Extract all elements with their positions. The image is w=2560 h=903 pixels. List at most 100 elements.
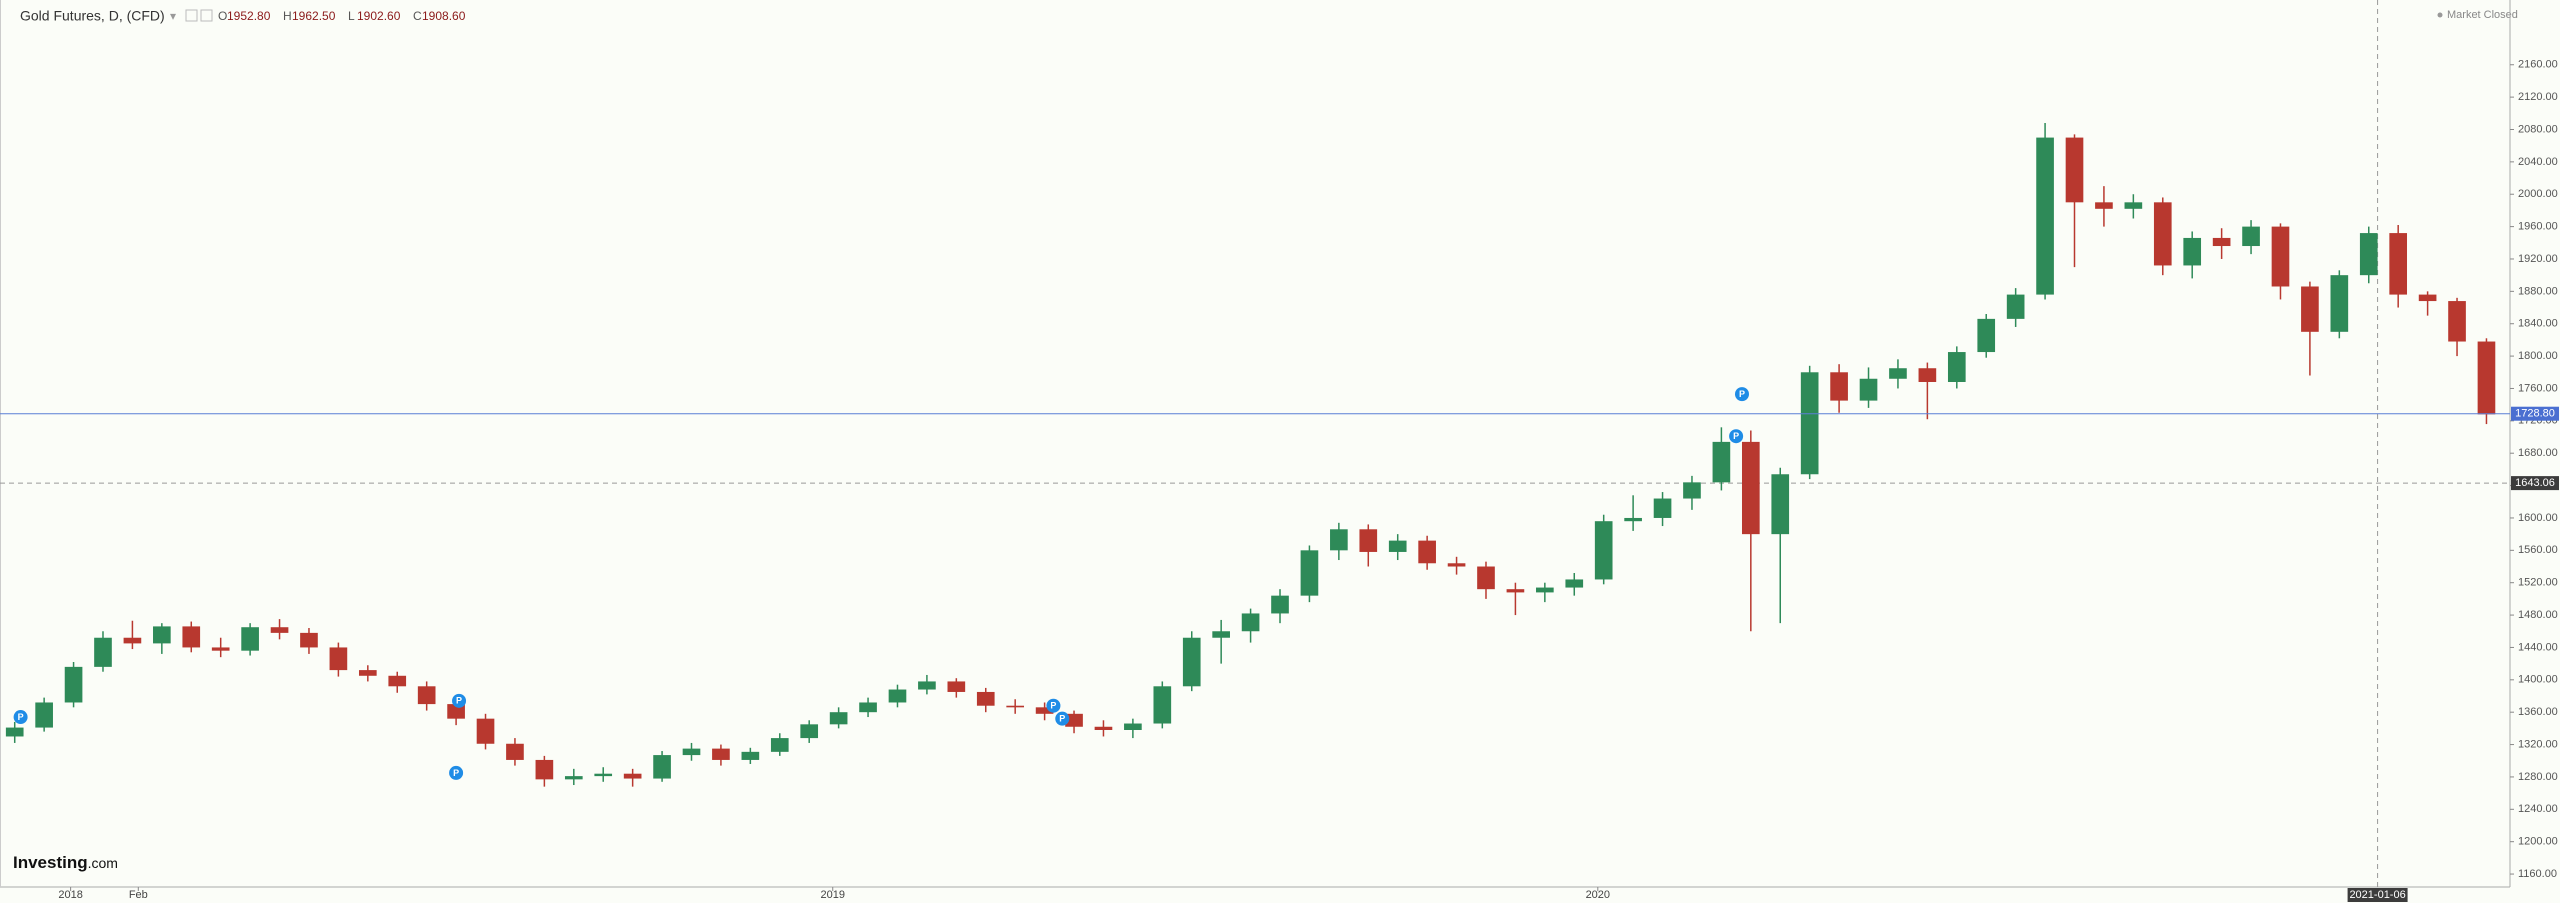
candle-body xyxy=(1683,482,1701,499)
candle-body xyxy=(388,675,407,687)
candle-body xyxy=(1065,713,1083,727)
ohlc-key: H xyxy=(283,9,292,23)
y-tick-label: 1440.00 xyxy=(2518,641,2558,653)
event-marker-label: P xyxy=(18,712,24,722)
candle-body xyxy=(476,718,495,744)
candle-body xyxy=(1271,595,1289,614)
candle-body xyxy=(888,689,907,703)
x-tick-label: 2018 xyxy=(58,889,82,901)
candle-body xyxy=(1859,378,1878,401)
candle-body xyxy=(976,691,995,706)
market-status: Market Closed xyxy=(2447,9,2518,21)
x-tick-label: Feb xyxy=(129,889,148,901)
ohlc-key: L xyxy=(348,9,355,23)
candle-body xyxy=(1124,723,1142,730)
event-marker[interactable] xyxy=(1046,698,1061,713)
candle-body xyxy=(417,686,436,705)
candle-body xyxy=(2359,233,2378,276)
y-tick-label: 1880.00 xyxy=(2518,285,2558,297)
candle-body xyxy=(270,627,289,633)
candle-body xyxy=(1094,726,1113,730)
ohlc-header: O 1952.80 H 1962.50 L 1902.60 C 1908.60 xyxy=(218,9,466,23)
y-tick-label: 1600.00 xyxy=(2518,512,2558,524)
candle-body xyxy=(2124,202,2143,209)
crosshair-y-label: 1643.06 xyxy=(2515,477,2555,489)
x-tick-label: 2020 xyxy=(1586,889,1610,901)
y-tick-label: 1360.00 xyxy=(2518,706,2558,718)
y-tick-label: 1480.00 xyxy=(2518,609,2558,621)
y-tick-label: 1400.00 xyxy=(2518,674,2558,686)
event-marker[interactable] xyxy=(13,710,28,725)
y-tick-label: 1840.00 xyxy=(2518,318,2558,330)
candle-body xyxy=(682,748,701,756)
candle-body xyxy=(2389,233,2408,295)
candle-body xyxy=(1653,498,1672,518)
logo: Investing.com xyxy=(13,853,118,872)
event-marker[interactable] xyxy=(449,765,464,780)
candle-body xyxy=(1006,705,1025,708)
candle-body xyxy=(2006,294,2025,319)
candle-body xyxy=(447,704,465,719)
event-marker-label: P xyxy=(1059,714,1065,724)
candle-body xyxy=(2242,226,2260,247)
candle-body xyxy=(1889,368,1907,379)
candle-body xyxy=(712,748,730,760)
logo-suffix: .com xyxy=(88,855,118,871)
left-border xyxy=(0,0,1,887)
x-tick-label: 2019 xyxy=(821,889,845,901)
candle-body xyxy=(1594,521,1613,580)
event-marker[interactable] xyxy=(1055,711,1070,726)
candle-body xyxy=(182,626,201,648)
ohlc-key: C xyxy=(413,9,422,23)
candle-body xyxy=(535,759,554,780)
y-tick-label: 2040.00 xyxy=(2518,156,2558,168)
candle-body xyxy=(564,776,583,780)
event-marker[interactable] xyxy=(1729,429,1744,444)
y-tick-label: 2080.00 xyxy=(2518,123,2558,135)
event-marker-label: P xyxy=(1733,431,1739,441)
y-tick-label: 1560.00 xyxy=(2518,544,2558,556)
event-marker[interactable] xyxy=(1734,387,1749,402)
status-dot xyxy=(2437,12,2443,18)
candle-body xyxy=(300,632,318,648)
chart-title: Gold Futures, D, (CFD) xyxy=(20,8,165,24)
candle-body xyxy=(1741,441,1760,535)
candle-body xyxy=(1241,613,1260,632)
candle-body xyxy=(2448,301,2466,342)
y-tick-label: 2120.00 xyxy=(2518,91,2558,103)
y-tick-label: 1760.00 xyxy=(2518,382,2558,394)
event-marker-label: P xyxy=(456,696,462,706)
candle-body xyxy=(123,637,142,644)
y-tick-label: 1680.00 xyxy=(2518,447,2558,459)
candle-body xyxy=(741,751,760,760)
candle-body xyxy=(2212,237,2231,247)
candle-body xyxy=(2301,286,2319,332)
y-tick-label: 1920.00 xyxy=(2518,253,2558,265)
candle-body xyxy=(1388,540,1407,552)
candle-body xyxy=(623,773,642,779)
event-marker-label: P xyxy=(1739,389,1745,399)
settings-button[interactable] xyxy=(200,9,213,22)
ohlc-value: 1908.60 xyxy=(422,9,466,23)
crosshair-y-tag xyxy=(2511,476,2559,491)
candle-body xyxy=(1771,474,1790,535)
y-tick-label: 1240.00 xyxy=(2518,803,2558,815)
candle-body xyxy=(770,738,789,752)
candle-body xyxy=(1800,372,1819,475)
event-marker-label: P xyxy=(1050,701,1056,711)
y-tick-label: 2160.00 xyxy=(2518,59,2558,71)
candle-body xyxy=(1918,368,1937,382)
candle-body xyxy=(2095,202,2113,209)
candle-body xyxy=(64,666,83,703)
event-marker[interactable] xyxy=(452,693,467,708)
candle-body xyxy=(2418,294,2437,302)
candle-body xyxy=(1565,579,1584,588)
candle-body xyxy=(1182,637,1201,687)
candle-body xyxy=(1300,550,1319,596)
candle-body xyxy=(800,724,819,739)
candle-body xyxy=(1212,631,1230,638)
collapse-icon[interactable]: ▾ xyxy=(170,9,176,23)
settings-button[interactable] xyxy=(185,9,198,22)
